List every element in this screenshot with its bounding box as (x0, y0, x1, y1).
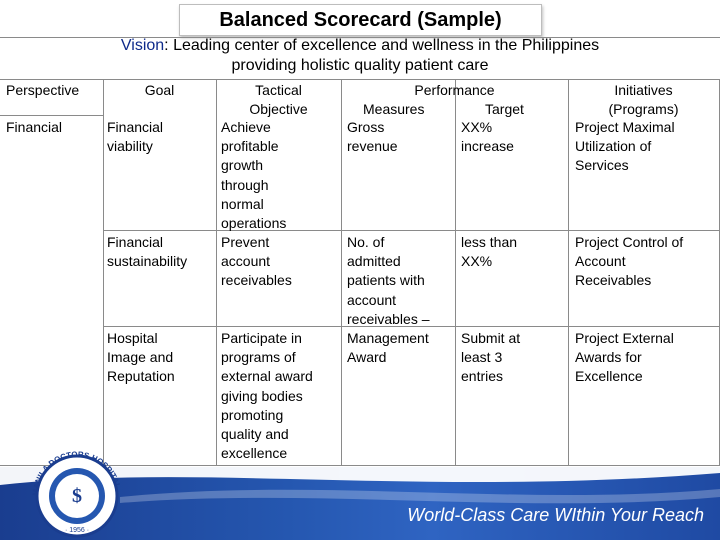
hospital-seal-logo: MANILA DOCTORS HOSPITAL $ · 1956 · (31, 450, 122, 538)
footer-tagline: World-Class Care WIthin Your Reach (407, 505, 704, 525)
row3-objective: Participate in programs of external awar… (221, 330, 313, 462)
col-rule-3 (341, 79, 342, 466)
vision-statement: Vision: Leading center of excellence and… (0, 36, 720, 76)
row-rule-2 (103, 326, 720, 327)
row1-target: XX% increase (461, 119, 514, 155)
header-initiatives: Initiatives (Programs) (608, 82, 679, 118)
row1-measure: Gross revenue (347, 119, 398, 155)
header-measures: Measures (363, 101, 425, 117)
row2-initiative: Project Control of Account Receivables (575, 234, 684, 289)
slide-title-text: Balanced Scorecard (Sample) (219, 8, 502, 31)
title-divider (0, 37, 720, 38)
row2-target: less than XX% (461, 234, 518, 270)
row3-target: Submit at least 3 entries (461, 330, 521, 385)
slide-title: Balanced Scorecard (Sample) (179, 4, 542, 36)
row1-perspective: Financial (6, 119, 63, 135)
row1-initiative: Project Maximal Utilization of Services (575, 119, 675, 174)
row1-goal: Financial viability (107, 119, 164, 155)
table-bottom-rule (0, 465, 720, 466)
header-perspective: Perspective (6, 82, 80, 98)
vision-text-1: : Leading center of excellence and welln… (164, 37, 600, 54)
header-objective: Tactical Objective (249, 82, 308, 118)
vision-line-1: Vision: Leading center of excellence and… (0, 36, 720, 56)
row-rule-1 (103, 230, 720, 231)
footer-banner: World-Class Care WIthin Your Reach (0, 467, 720, 540)
vision-line-2: providing holistic quality patient care (231, 57, 489, 74)
header-goal: Goal (144, 82, 175, 98)
col-rule-4 (455, 79, 456, 466)
footer-swoosh (0, 467, 720, 504)
vision-label: Vision (120, 37, 165, 54)
header-target: Target (485, 101, 524, 117)
col-rule-1 (103, 79, 104, 466)
svg-text:· 1956 ·: · 1956 · (65, 527, 89, 534)
row2-measure: No. of admitted patients with account re… (347, 234, 430, 366)
svg-text:$: $ (72, 485, 82, 507)
row3-initiative: Project External Awards for Excellence (575, 330, 674, 385)
header-rule-perspective (0, 115, 103, 116)
header-performance: Performance (414, 82, 495, 98)
scorecard-table: Perspective Goal Tactical Objective Perf… (0, 79, 720, 466)
row1-objective: Achieve profitable growth through normal… (221, 119, 287, 232)
col-rule-5 (568, 79, 569, 466)
row3-goal: Hospital Image and Reputation (107, 330, 175, 385)
table-top-rule (0, 79, 720, 80)
row2-objective: Prevent account receivables (221, 234, 292, 289)
row2-goal: Financial sustainability (107, 234, 188, 270)
col-rule-2 (216, 79, 217, 466)
